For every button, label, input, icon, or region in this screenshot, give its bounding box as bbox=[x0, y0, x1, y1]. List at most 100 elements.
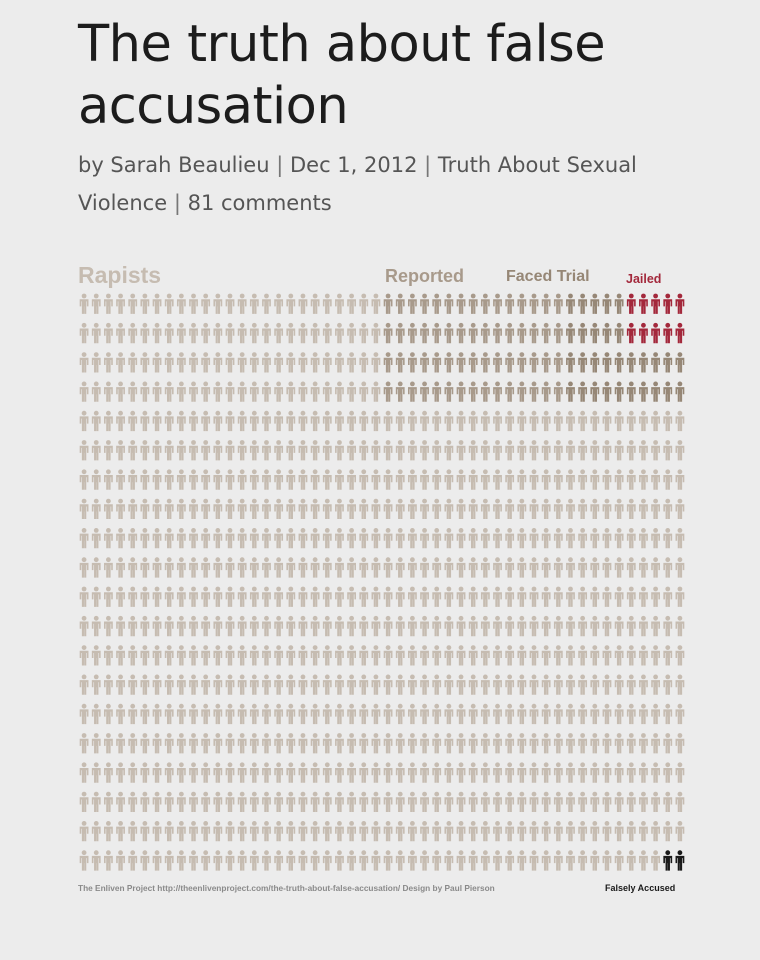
person-icon bbox=[116, 791, 125, 812]
person-icon bbox=[128, 469, 138, 490]
person-icon bbox=[626, 440, 636, 461]
person-icon bbox=[614, 352, 624, 373]
person-icon bbox=[79, 791, 89, 812]
person-icon bbox=[529, 322, 539, 344]
person-icon bbox=[104, 791, 113, 812]
person-icon bbox=[541, 821, 551, 842]
person-icon bbox=[249, 791, 259, 812]
person-icon bbox=[213, 645, 223, 666]
person-icon bbox=[322, 821, 332, 842]
person-icon bbox=[626, 528, 636, 549]
person-icon bbox=[189, 791, 198, 812]
person-icon bbox=[116, 674, 125, 695]
person-icon bbox=[432, 791, 442, 812]
person-icon bbox=[335, 293, 344, 314]
person-icon bbox=[335, 352, 344, 373]
person-icon bbox=[213, 762, 223, 783]
person-icon bbox=[602, 322, 612, 344]
person-icon bbox=[590, 440, 600, 461]
person-icon bbox=[444, 322, 454, 344]
person-icon bbox=[213, 352, 223, 373]
person-icon bbox=[407, 381, 417, 402]
person-icon bbox=[420, 586, 429, 607]
person-icon bbox=[201, 322, 211, 344]
person-icon bbox=[553, 440, 563, 461]
person-icon bbox=[237, 322, 247, 344]
person-icon bbox=[286, 469, 296, 490]
person-icon bbox=[468, 615, 478, 637]
person-icon bbox=[298, 733, 308, 754]
person-icon bbox=[493, 352, 502, 373]
person-icon bbox=[249, 850, 259, 871]
person-icon bbox=[164, 821, 174, 842]
person-icon bbox=[286, 674, 296, 695]
person-icon bbox=[335, 645, 344, 666]
person-icon bbox=[407, 440, 417, 461]
person-icon bbox=[480, 850, 490, 871]
person-icon bbox=[383, 733, 393, 754]
person-icon bbox=[614, 322, 624, 344]
person-icon bbox=[553, 674, 563, 695]
person-icon bbox=[116, 703, 125, 725]
person-icon bbox=[420, 703, 429, 725]
person-icon bbox=[541, 498, 551, 519]
person-icon bbox=[663, 322, 673, 344]
person-icon bbox=[298, 821, 308, 842]
person-icon bbox=[541, 615, 551, 637]
person-icon bbox=[420, 645, 429, 666]
category-link[interactable]: Truth About Sexual Violence bbox=[78, 153, 637, 215]
person-icon bbox=[189, 352, 198, 373]
person-icon bbox=[152, 733, 162, 754]
person-icon bbox=[164, 586, 174, 607]
person-icon bbox=[529, 498, 539, 519]
person-icon bbox=[201, 645, 211, 666]
person-icon bbox=[541, 381, 551, 402]
person-icon bbox=[322, 381, 332, 402]
person-icon bbox=[614, 674, 624, 695]
person-icon bbox=[371, 410, 381, 432]
person-icon bbox=[395, 352, 405, 373]
person-icon bbox=[383, 586, 393, 607]
comments-link[interactable]: 81 comments bbox=[187, 191, 332, 215]
person-icon bbox=[152, 791, 162, 812]
person-icon bbox=[116, 440, 125, 461]
person-icon bbox=[517, 557, 527, 578]
person-icon bbox=[651, 381, 660, 402]
person-icon bbox=[104, 615, 113, 637]
person-icon bbox=[420, 733, 429, 754]
person-icon bbox=[602, 645, 612, 666]
person-icon bbox=[152, 498, 162, 519]
person-icon bbox=[639, 528, 648, 549]
person-icon bbox=[468, 791, 478, 812]
person-icon bbox=[505, 674, 515, 695]
person-icon bbox=[164, 498, 174, 519]
person-icon bbox=[237, 615, 247, 637]
person-icon bbox=[371, 733, 381, 754]
person-icon bbox=[626, 821, 636, 842]
person-icon bbox=[517, 381, 527, 402]
person-icon bbox=[152, 557, 162, 578]
person-icon bbox=[116, 528, 125, 549]
person-icon bbox=[164, 674, 174, 695]
person-icon bbox=[395, 440, 405, 461]
person-icon bbox=[249, 469, 259, 490]
person-icon bbox=[505, 352, 515, 373]
person-icon bbox=[432, 557, 442, 578]
author-link[interactable]: by Sarah Beaulieu bbox=[78, 153, 270, 177]
person-icon bbox=[590, 557, 600, 578]
person-icon bbox=[262, 733, 271, 754]
person-icon bbox=[213, 322, 223, 344]
person-icon bbox=[79, 440, 89, 461]
person-icon bbox=[420, 674, 429, 695]
person-icon bbox=[201, 293, 211, 314]
person-icon bbox=[651, 469, 660, 490]
person-icon bbox=[407, 528, 417, 549]
person-icon bbox=[468, 850, 478, 871]
person-icon bbox=[176, 674, 186, 695]
person-icon bbox=[140, 557, 150, 578]
person-icon bbox=[602, 850, 612, 871]
person-icon bbox=[213, 557, 223, 578]
person-icon bbox=[639, 410, 648, 432]
person-icon bbox=[213, 615, 223, 637]
person-icon bbox=[493, 674, 502, 695]
